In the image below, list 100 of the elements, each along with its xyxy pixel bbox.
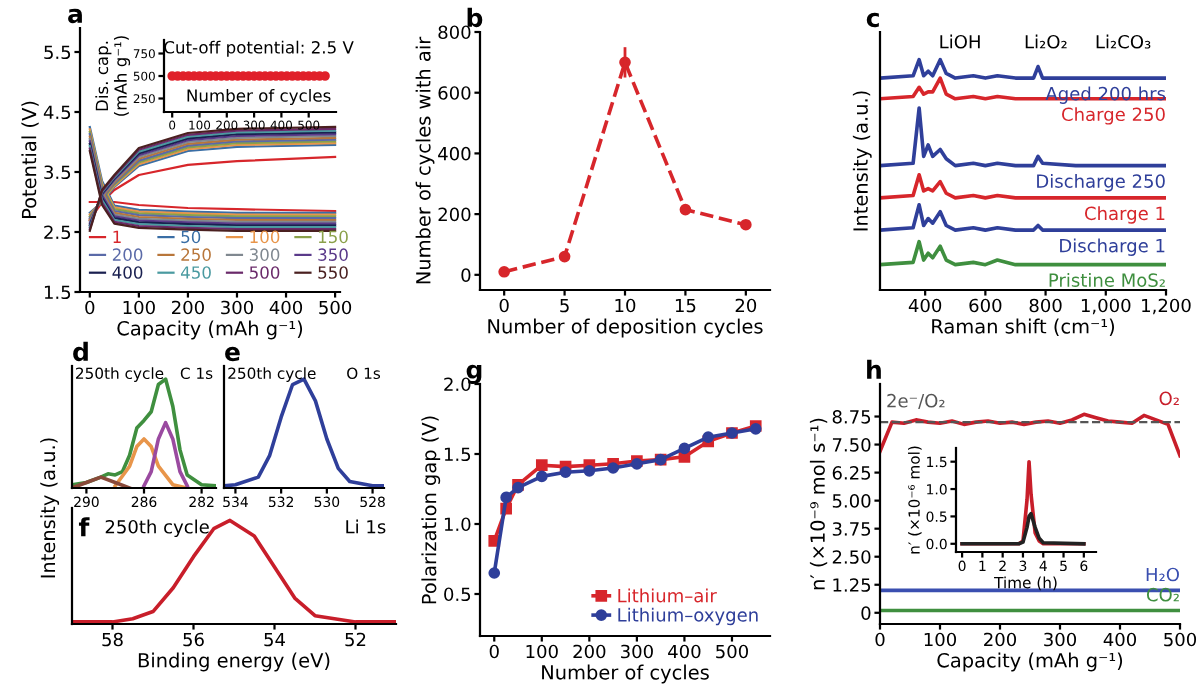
y-tick-label: 1.0	[444, 517, 471, 532]
x-tick-label: 56	[183, 632, 204, 647]
y-tick-label: 7.50	[832, 438, 871, 452]
x-axis-title: Raman shift (cm⁻¹)	[932, 318, 1115, 336]
x-tick-label: 100	[123, 300, 155, 315]
y-tick-label: 5.5	[44, 45, 71, 60]
y-tick-label: 1.25	[833, 578, 871, 592]
text: Li₂CO₃	[1096, 34, 1151, 49]
x-tick-label: 1,000	[1081, 298, 1131, 315]
x-tick-label: 500	[319, 300, 352, 315]
x-axis-title: Capacity (mAh g⁻¹)	[117, 320, 303, 340]
y-tick-label: 800	[438, 25, 471, 40]
y-tick-label: 3.75	[832, 522, 871, 536]
x-tick-label: 300	[621, 644, 653, 659]
y-tick-label: 3.5	[44, 165, 71, 180]
y-tick-label: 8.75	[832, 409, 871, 424]
x-tick-label: 200	[573, 644, 606, 659]
y-axis-title: Dis. cap. (mAh g⁻¹)	[95, 36, 131, 116]
chart-title: h	[867, 359, 881, 379]
x-tick-label: 0	[499, 298, 509, 313]
x-tick-label: 200	[984, 632, 1017, 647]
y-tick-label: 1.5	[444, 447, 471, 462]
y-tick-label: 0	[861, 606, 871, 620]
x-tick-label: 5	[560, 298, 569, 313]
legend-label: 1	[113, 230, 121, 243]
x-tick-label: 500	[716, 644, 748, 659]
series-label: H₂O	[1146, 567, 1179, 582]
legend-label: 450	[180, 266, 211, 279]
x-tick-label: 100	[526, 644, 558, 659]
y-axis-title: n′ (×10⁻⁹ mol s⁻¹)	[809, 418, 828, 590]
legend-label: Lithium–air	[618, 588, 717, 603]
chart-title: e	[225, 346, 240, 362]
x-tick-label: 400	[668, 644, 701, 659]
annotation: Cut-off potential: 2.5 V	[164, 40, 354, 57]
x-tick-label: 54	[264, 632, 285, 647]
chart-title: g	[466, 364, 482, 384]
y-axis-title: Intensity (a.u.)	[852, 91, 872, 231]
y-tick-label: 4.5	[43, 105, 71, 120]
text: LiOH	[940, 34, 980, 49]
series-label: Charge 250	[1062, 107, 1165, 125]
chart-title: f	[78, 517, 90, 537]
x-axis-title: Number of cycles	[542, 664, 709, 684]
legend-label: 50	[181, 230, 201, 244]
x-axis-title: Number of cycles	[187, 88, 331, 106]
legend-label: 550	[318, 266, 348, 279]
y-tick-label: 2.0	[444, 377, 471, 392]
x-tick-label: 0	[85, 300, 95, 315]
chart-title: a	[68, 8, 82, 24]
series-label: Charge 1	[1084, 206, 1165, 224]
y-axis-title: Potential (V)	[21, 101, 39, 218]
legend-label: 200	[112, 248, 143, 261]
x-tick-label: 0	[489, 644, 499, 659]
y-tick-label: 600	[438, 86, 471, 100]
y-axis-title: Intensity (a.u.)	[40, 438, 60, 578]
y-tick-label: 2.5	[44, 225, 71, 240]
series-label: O₂	[1159, 391, 1179, 406]
legend-label: 250	[181, 248, 211, 261]
y-tick-label: 2.50	[832, 550, 871, 564]
legend-label: 400	[112, 266, 143, 279]
legend-label: 500	[249, 266, 280, 279]
x-tick-label: 800	[1029, 298, 1062, 313]
chart-title: d	[73, 341, 88, 362]
y-axis-title: Polarization gap (V)	[421, 416, 441, 604]
x-tick-label: 1,200	[1142, 298, 1191, 315]
x-axis-title: Binding energy (eV)	[138, 652, 330, 672]
legend-label: Lithium–oxygen	[618, 607, 758, 626]
x-tick-label: 0	[875, 632, 885, 647]
legend-label: 300	[249, 248, 280, 261]
annotation: Li 1s	[346, 519, 386, 534]
series-label: Discharge 1	[1060, 238, 1165, 256]
ref-line-label: 2e⁻/O₂	[887, 393, 945, 409]
x-tick-label: 52	[345, 632, 366, 647]
y-tick-label: 6.25	[832, 466, 871, 480]
x-tick-label: 100	[924, 632, 957, 647]
legend-label: 150	[318, 230, 348, 244]
x-tick-label: 600	[969, 298, 1002, 313]
x-axis-title: Capacity (mAh g⁻¹)	[937, 652, 1123, 672]
x-tick-label: 400	[269, 300, 303, 315]
x-tick-label: 20	[735, 298, 757, 313]
x-tick-label: 400	[1103, 632, 1137, 647]
x-tick-label: 200	[172, 300, 204, 315]
y-tick-label: 5.00	[832, 494, 871, 508]
text: Li₂O₂	[1025, 34, 1067, 49]
x-tick-label: 58	[102, 632, 123, 647]
series-label: Discharge 250	[1037, 173, 1165, 192]
series-label: Pristine MoS₂	[1049, 272, 1165, 287]
y-tick-label: 200	[438, 207, 471, 222]
legend-label: 100	[250, 230, 280, 244]
x-tick-label: 15	[675, 298, 696, 313]
y-tick-label: 400	[438, 146, 471, 161]
x-axis-title: Number of deposition cycles	[488, 318, 763, 338]
chart-title: b	[467, 7, 483, 28]
x-tick-label: 500	[1164, 632, 1197, 647]
x-tick-label: 300	[1044, 632, 1077, 647]
y-axis-title: Number of cycles with air	[415, 36, 435, 284]
y-tick-label: 1.5	[44, 285, 71, 300]
chart-title: c	[866, 12, 879, 28]
annotation: 250th cycle	[105, 519, 209, 538]
x-tick-label: 10	[615, 298, 636, 313]
legend-label: 350	[318, 248, 348, 261]
